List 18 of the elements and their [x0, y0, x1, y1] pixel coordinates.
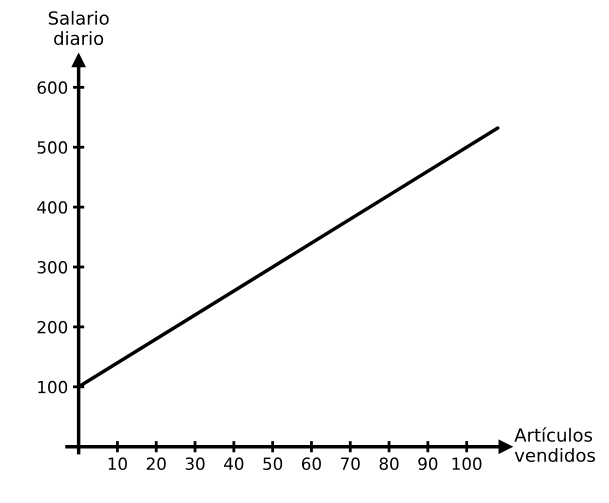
x-axis-title: Artículos vendidos	[514, 427, 595, 462]
y-tick-label: 300	[38, 260, 68, 274]
y-tick-label: 100	[38, 380, 68, 394]
x-tick-label: 50	[263, 457, 282, 470]
y-tick-label: 600	[38, 81, 68, 94]
x-tick-label: 70	[341, 457, 360, 470]
y-tick-label: 200	[38, 320, 68, 334]
y-axis-title: Salario diario	[48, 10, 109, 46]
y-tick-label: 400	[37, 201, 68, 214]
x-tick-label: 20	[146, 457, 166, 470]
x-tick-label: 60	[302, 457, 321, 470]
x-tick-label: 100	[452, 457, 482, 470]
x-tick-label: 30	[186, 457, 205, 470]
x-tick-label: 10	[108, 457, 127, 470]
x-tick-label: 90	[418, 457, 438, 470]
x-tick-label: 40	[224, 457, 244, 470]
x-tick-label: 80	[380, 457, 399, 470]
y-tick-label: 500	[38, 141, 68, 154]
